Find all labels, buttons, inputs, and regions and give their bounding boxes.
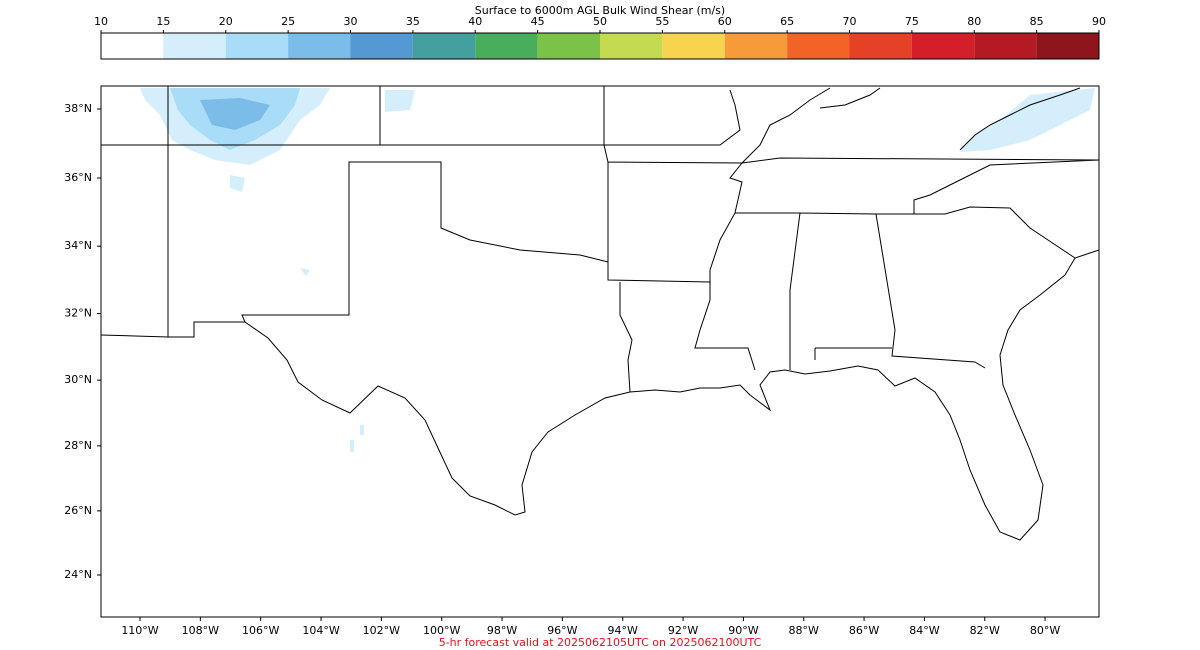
colorbar-title: Surface to 6000m AGL Bulk Wind Shear (m/… (475, 4, 725, 17)
colorbar-segment (600, 33, 663, 59)
colorbar-segment (225, 33, 289, 59)
colorbar-tick-label: 70 (843, 15, 857, 28)
lon-tick-label: 98°W (487, 624, 517, 637)
colorbar: 10 15 20 25 30 35 40 45 50 55 60 65 70 75 80 85 90 (94, 15, 1106, 60)
lat-tick-label: 38°N (64, 102, 92, 115)
lat-tick-label: 36°N (64, 171, 92, 184)
colorbar-tick-label: 80 (967, 15, 981, 28)
lon-tick-label: 88°W (789, 624, 819, 637)
colorbar-segment (412, 33, 476, 59)
colorbar-tick-label: 45 (531, 15, 545, 28)
lon-tick-label: 94°W (608, 624, 638, 637)
lon-tick-label: 104°W (302, 624, 339, 637)
shear-shading (140, 88, 1095, 452)
lon-tick-label: 102°W (363, 624, 400, 637)
colorbar-segment (350, 33, 413, 59)
lon-tick-label: 82°W (970, 624, 1000, 637)
footer: 5-hr forecast valid at 2025062105UTC on … (439, 636, 762, 649)
colorbar-segment (787, 33, 850, 59)
colorbar-tick-label: 50 (593, 15, 607, 28)
state-borders (100, 86, 1100, 393)
boundaries (100, 86, 1100, 541)
colorbar-tick-label: 75 (905, 15, 919, 28)
colorbar-tick-label: 20 (219, 15, 233, 28)
colorbar-segment (974, 33, 1037, 59)
lon-tick-label: 90°W (728, 624, 758, 637)
colorbar-segment (101, 33, 164, 59)
colorbar-segment (724, 33, 788, 59)
lon-tick-label: 86°W (849, 624, 879, 637)
lat-tick-label: 34°N (64, 239, 92, 252)
colorbar-tick-label: 15 (156, 15, 170, 28)
colorbar-segment (537, 33, 600, 59)
colorbar-tick-label: 85 (1030, 15, 1044, 28)
lon-tick-label: 110°W (121, 624, 158, 637)
map-frame (100, 85, 1100, 618)
colorbar-segment (662, 33, 725, 59)
lat-tick-label: 30°N (64, 373, 92, 386)
lon-tick-label: 80°W (1030, 624, 1060, 637)
colorbar-segment (849, 33, 912, 59)
colorbar-segment (1036, 33, 1099, 59)
lon-tick-label: 108°W (182, 624, 219, 637)
colorbar-tick-label: 10 (94, 15, 108, 28)
colorbar-tick-label: 40 (468, 15, 482, 28)
lat-tick-label: 32°N (64, 307, 92, 320)
lon-tick-label: 96°W (547, 624, 577, 637)
lat-tick-label: 26°N (64, 504, 92, 517)
map (100, 85, 1100, 618)
colorbar-tick-label: 25 (281, 15, 295, 28)
colorbar-segment (288, 33, 351, 59)
colorbar-segment (911, 33, 975, 59)
lon-tick-label: 106°W (242, 624, 279, 637)
colorbar-tick-label: 90 (1092, 15, 1106, 28)
colorbar-tick-label: 30 (344, 15, 358, 28)
lon-tick-label: 84°W (909, 624, 939, 637)
lon-tick-label: 100°W (423, 624, 460, 637)
coastline (244, 249, 1100, 541)
colorbar-tick-label: 60 (718, 15, 732, 28)
lat-tick-label: 24°N (64, 568, 92, 581)
colorbar-tick-label: 65 (780, 15, 794, 28)
colorbar-segment (163, 33, 226, 59)
colorbar-tick-label: 55 (655, 15, 669, 28)
colorbar-segment (475, 33, 538, 59)
axes: 38°N 36°N 34°N 32°N 30°N 28°N 26°N 24°N 110°W 108… (64, 102, 1060, 637)
lat-tick-label: 28°N (64, 439, 92, 452)
lon-tick-label: 92°W (668, 624, 698, 637)
colorbar-tick-label: 35 (406, 15, 420, 28)
